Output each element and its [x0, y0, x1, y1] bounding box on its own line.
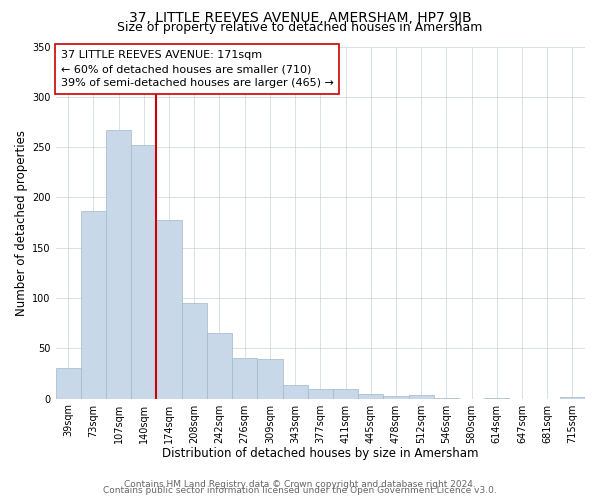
Text: 37, LITTLE REEVES AVENUE, AMERSHAM, HP7 9JB: 37, LITTLE REEVES AVENUE, AMERSHAM, HP7 …	[128, 11, 472, 25]
Bar	[81, 212, 106, 398]
Bar	[283, 384, 308, 398]
Bar	[383, 396, 409, 398]
Bar	[182, 303, 207, 398]
Bar	[207, 333, 232, 398]
Bar	[308, 388, 333, 398]
Bar	[409, 394, 434, 398]
Bar	[157, 220, 182, 398]
Y-axis label: Number of detached properties: Number of detached properties	[15, 130, 28, 316]
Bar	[106, 130, 131, 398]
Text: 37 LITTLE REEVES AVENUE: 171sqm
← 60% of detached houses are smaller (710)
39% o: 37 LITTLE REEVES AVENUE: 171sqm ← 60% of…	[61, 50, 334, 88]
Text: Contains HM Land Registry data © Crown copyright and database right 2024.: Contains HM Land Registry data © Crown c…	[124, 480, 476, 489]
Bar	[257, 360, 283, 399]
Bar	[56, 368, 81, 398]
Text: Contains public sector information licensed under the Open Government Licence v3: Contains public sector information licen…	[103, 486, 497, 495]
Text: Size of property relative to detached houses in Amersham: Size of property relative to detached ho…	[118, 22, 482, 35]
Bar	[358, 394, 383, 398]
Bar	[232, 358, 257, 399]
X-axis label: Distribution of detached houses by size in Amersham: Distribution of detached houses by size …	[162, 447, 479, 460]
Bar	[333, 388, 358, 398]
Bar	[560, 396, 585, 398]
Bar	[131, 145, 157, 399]
